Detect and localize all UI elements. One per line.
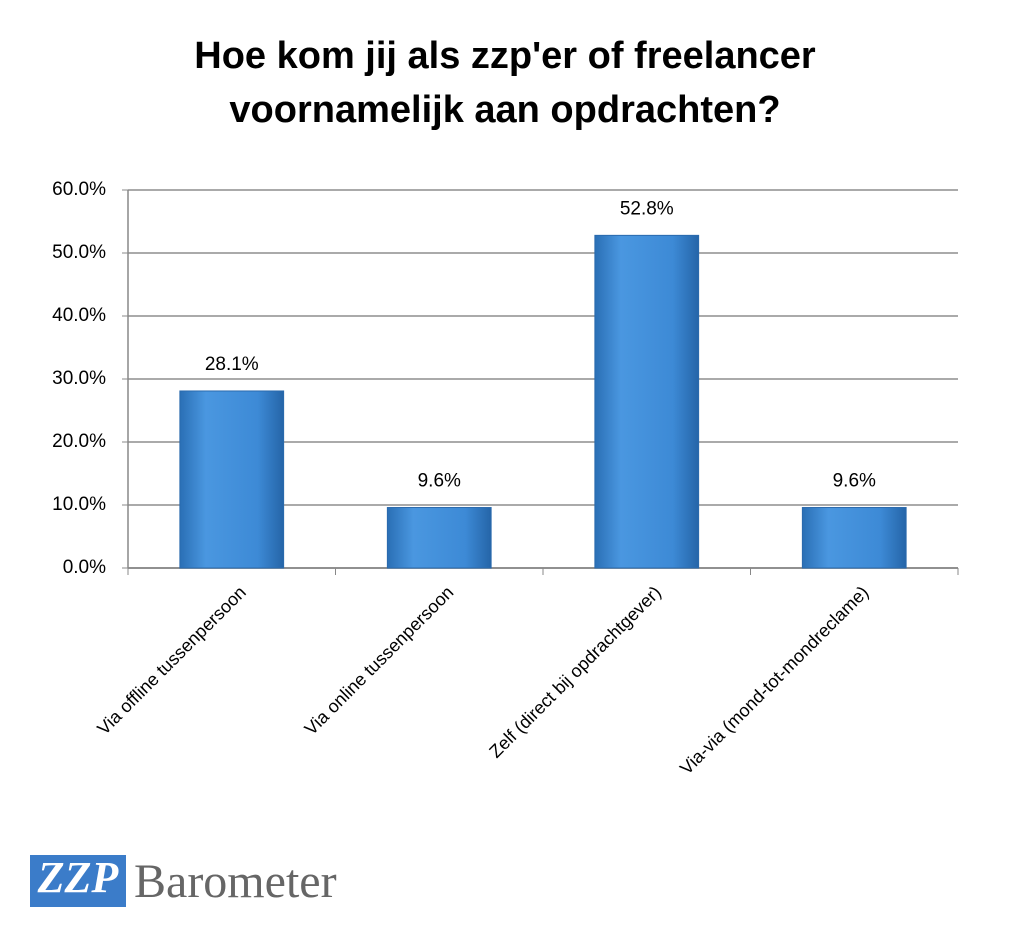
- logo: ZZP Barometer: [30, 853, 337, 908]
- y-tick-label: 40.0%: [52, 305, 106, 326]
- value-label: 9.6%: [833, 471, 876, 492]
- bar: [594, 234, 700, 569]
- y-tick-label: 50.0%: [52, 242, 106, 263]
- y-tick-label: 60.0%: [52, 179, 106, 200]
- bar: [386, 507, 492, 569]
- x-tick-label: Via online tussenpersoon: [301, 582, 458, 739]
- y-tick-label: 0.0%: [63, 557, 106, 578]
- logo-box: [30, 855, 126, 907]
- chart-title: Hoe kom jij als zzp'er of freelancer: [194, 35, 816, 77]
- x-tick-label: Via-via (mond-tot-mondreclame): [676, 582, 872, 778]
- y-tick-label: 20.0%: [52, 431, 106, 452]
- x-tick-label: Zelf (direct bij opdrachtgever): [485, 582, 665, 762]
- value-label: 52.8%: [620, 198, 674, 219]
- logo-text: Barometer: [134, 855, 337, 908]
- value-label: 28.1%: [205, 354, 259, 375]
- value-label: 9.6%: [418, 471, 461, 492]
- bar: [179, 390, 285, 569]
- y-tick-label: 30.0%: [52, 368, 106, 389]
- chart-title: voornamelijk aan opdrachten?: [229, 89, 780, 131]
- x-tick-label: Via offline tussenpersoon: [93, 582, 250, 739]
- logo-mark: ZZP: [37, 853, 120, 902]
- bar: [801, 507, 907, 569]
- y-tick-label: 10.0%: [52, 494, 106, 515]
